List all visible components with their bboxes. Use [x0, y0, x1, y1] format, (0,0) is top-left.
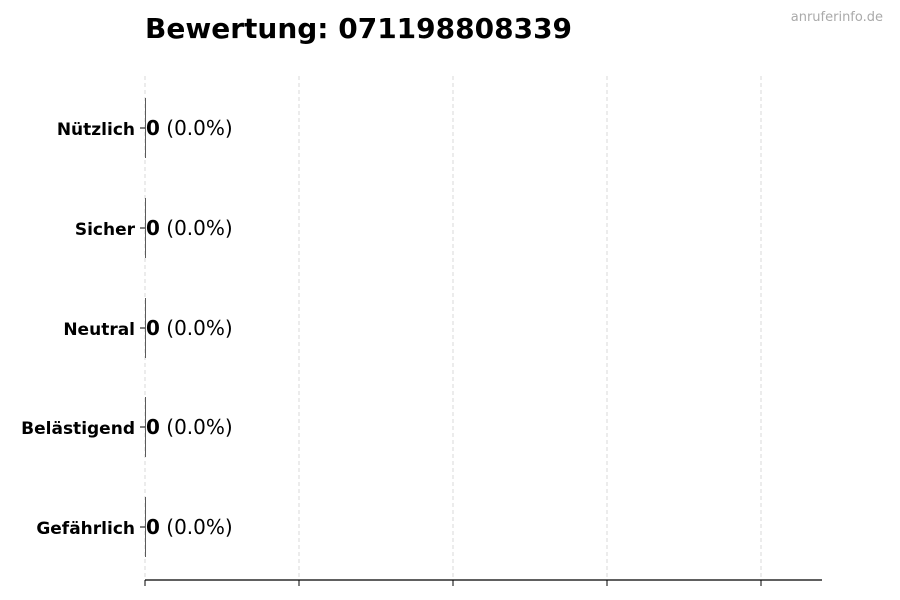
data-label-count: 0 [146, 415, 160, 439]
data-label-percent: (0.0%) [160, 116, 233, 140]
category-label: Gefährlich [36, 519, 135, 539]
data-label-percent: (0.0%) [160, 316, 233, 340]
category-label: Neutral [63, 320, 135, 340]
data-label: 0 (0.0%) [146, 216, 233, 240]
watermark: anruferinfo.de [790, 10, 883, 25]
data-label-count: 0 [146, 116, 160, 140]
category-label: Sicher [75, 220, 136, 240]
bar [145, 298, 146, 358]
data-label-count: 0 [146, 216, 160, 240]
data-label-percent: (0.0%) [160, 415, 233, 439]
bar [145, 98, 146, 158]
category-label: Belästigend [21, 419, 135, 439]
category-label: Nützlich [57, 120, 135, 140]
data-label-percent: (0.0%) [160, 515, 233, 539]
data-label: 0 (0.0%) [146, 116, 233, 140]
data-label: 0 (0.0%) [146, 515, 233, 539]
data-label: 0 (0.0%) [146, 415, 233, 439]
data-label-percent: (0.0%) [160, 216, 233, 240]
data-label: 0 (0.0%) [146, 316, 233, 340]
data-label-count: 0 [146, 515, 160, 539]
chart-title: Bewertung: 071198808339 [145, 12, 573, 45]
bar [145, 198, 146, 258]
bar [145, 397, 146, 457]
data-label-count: 0 [146, 316, 160, 340]
bar [145, 497, 146, 557]
